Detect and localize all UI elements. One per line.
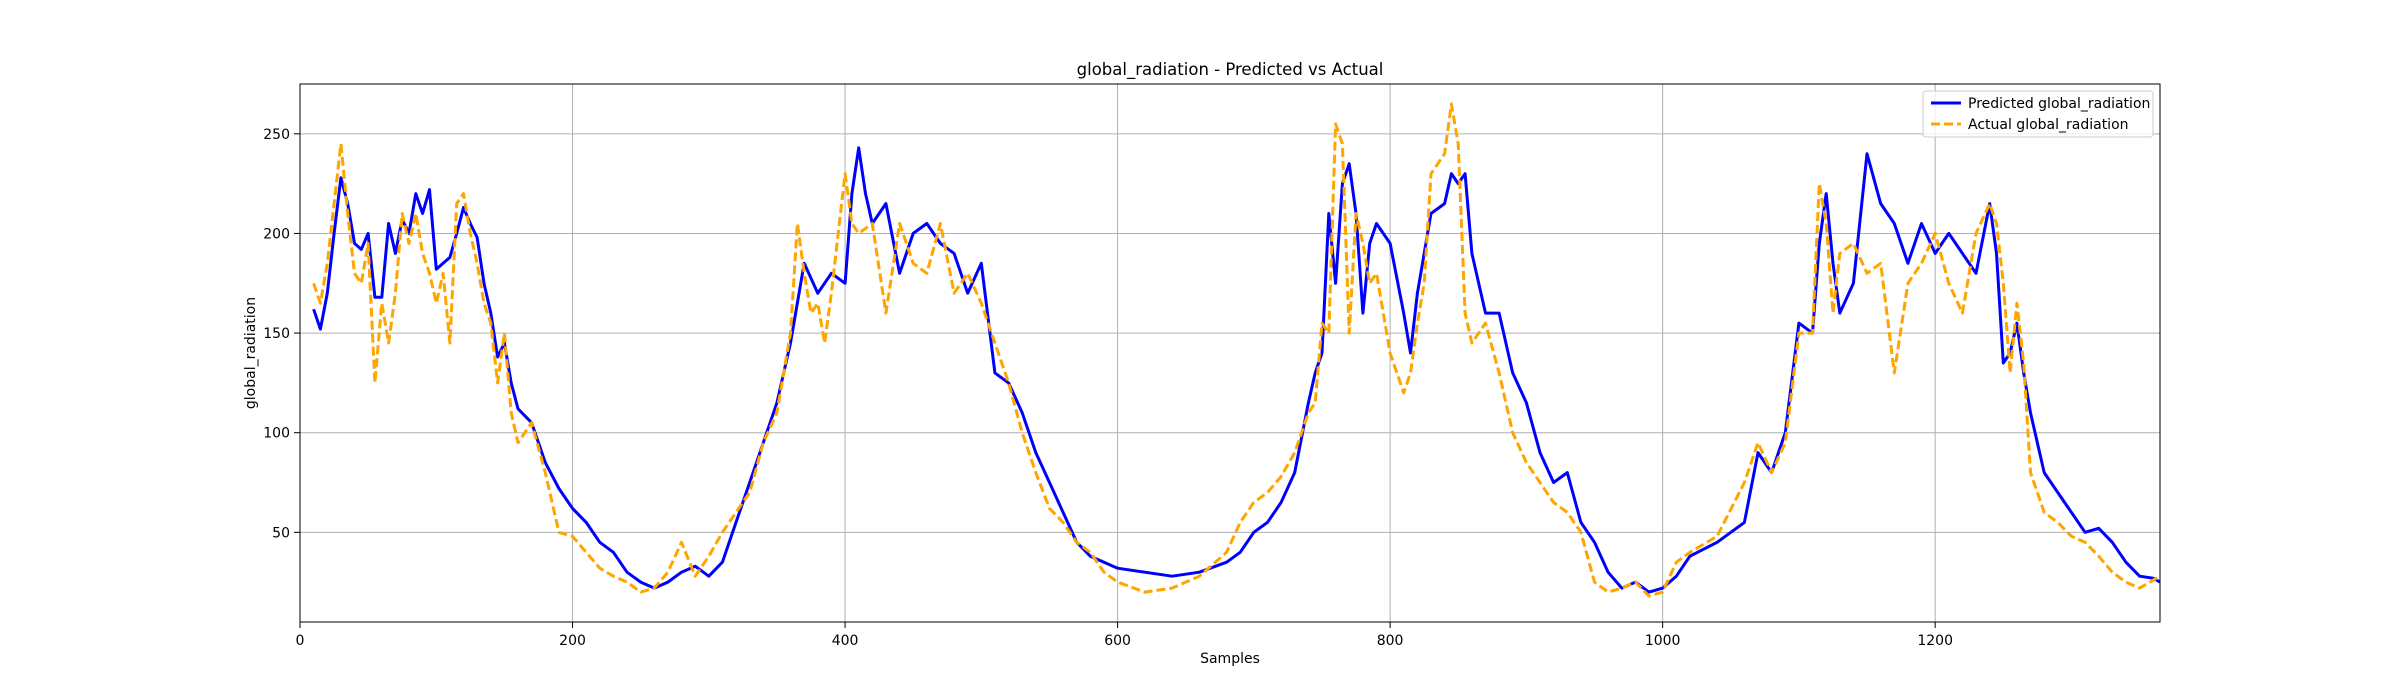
series-layer xyxy=(312,102,2160,598)
x-tick-label: 800 xyxy=(1377,633,1404,649)
plot-frame xyxy=(299,83,2161,623)
x-tick-label: 600 xyxy=(1104,633,1131,649)
legend-label-actual: Actual global_radiation xyxy=(1968,117,2129,133)
y-tick-label: 100 xyxy=(263,426,290,442)
x-tick-label: 0 xyxy=(296,633,305,649)
x-tick-label: 400 xyxy=(832,633,859,649)
series-line-actual xyxy=(312,102,2160,598)
x-tick-label: 1200 xyxy=(1917,633,1953,649)
series-line-predicted xyxy=(312,146,2160,594)
x-tick-label: 200 xyxy=(559,633,586,649)
y-tick-label: 200 xyxy=(263,226,290,242)
legend-label-predicted: Predicted global_radiation xyxy=(1968,96,2150,112)
y-tick-label: 50 xyxy=(272,525,290,541)
y-axis-label: global_radiation xyxy=(243,297,259,409)
x-axis-ticks: 0 200 400 600 800 1000 1200 xyxy=(296,622,1953,649)
legend-box xyxy=(1922,90,2154,138)
y-axis-ticks: 50 100 150 200 250 xyxy=(263,127,300,541)
x-axis-label: Samples xyxy=(1200,651,1260,667)
y-tick-label: 150 xyxy=(263,326,290,342)
legend: Predicted global_radiation Actual global… xyxy=(1922,90,2154,138)
chart-title: global_radiation - Predicted vs Actual xyxy=(1077,60,1384,80)
x-tick-label: 1000 xyxy=(1645,633,1681,649)
y-tick-label: 250 xyxy=(263,127,290,143)
